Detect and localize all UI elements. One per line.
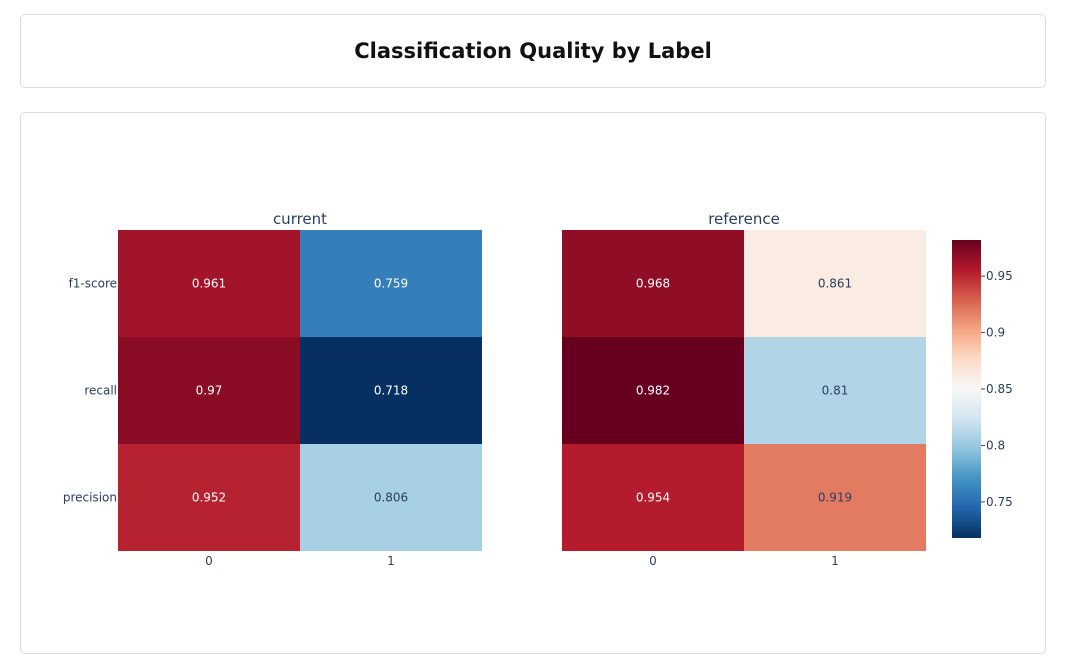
heatmap-cell-current-recall-1 [300, 337, 482, 444]
heatmap-cell-current-f1-score-0 [118, 230, 300, 337]
colorbar-tick-0.85: 0.85 [986, 382, 1013, 396]
cell-value-reference-recall-1: 0.81 [822, 384, 849, 398]
cell-value-current-f1-score-0: 0.961 [192, 277, 226, 291]
x-tick-reference-0: 0 [649, 554, 657, 568]
colorbar-tick-0.8: 0.8 [986, 438, 1005, 452]
heatmap-cell-reference-f1-score-0 [562, 230, 744, 337]
heatmap-cell-current-precision-1 [300, 444, 482, 551]
colorbar-tick-0.75: 0.75 [986, 495, 1013, 509]
x-tick-reference-1: 1 [831, 554, 839, 568]
colorbar-tick-0.95: 0.95 [986, 269, 1013, 283]
colorbar [952, 240, 981, 538]
cell-value-reference-f1-score-1: 0.861 [818, 277, 852, 291]
heatmap-cell-current-precision-0 [118, 444, 300, 551]
heatmap-cell-reference-precision-1 [744, 444, 926, 551]
heatmap-chart: current 0.961 0.759 0.97 0.718 0.952 0.806 0 1 re… [63, 210, 1013, 568]
chart-card: current 0.961 0.759 0.97 0.718 0.952 0.806 0 1 re… [20, 112, 1046, 654]
cell-value-current-precision-0: 0.952 [192, 491, 226, 505]
cell-value-current-f1-score-1: 0.759 [374, 277, 408, 291]
heatmap-cell-reference-f1-score-1 [744, 230, 926, 337]
page-title: Classification Quality by Label [354, 39, 712, 63]
subplot-title-reference: reference [708, 210, 780, 228]
y-tick-precision: precision [63, 491, 117, 505]
cell-value-current-recall-1: 0.718 [374, 384, 408, 398]
cell-value-current-precision-1: 0.806 [374, 491, 408, 505]
heatmap-cell-current-f1-score-1 [300, 230, 482, 337]
cell-value-current-recall-0: 0.97 [196, 384, 223, 398]
heatmap-cell-reference-precision-0 [562, 444, 744, 551]
cell-value-reference-precision-0: 0.954 [636, 491, 670, 505]
heatmap-cell-reference-recall-1 [744, 337, 926, 444]
x-tick-current-0: 0 [205, 554, 213, 568]
colorbar-tick-0.9: 0.9 [986, 326, 1005, 340]
cell-value-reference-precision-1: 0.919 [818, 491, 852, 505]
y-tick-f1-score: f1-score [69, 277, 117, 291]
y-tick-recall: recall [84, 384, 117, 398]
subplot-title-current: current [273, 210, 327, 228]
title-card: Classification Quality by Label [20, 14, 1046, 88]
heatmap-cell-reference-recall-0 [562, 337, 744, 444]
cell-value-reference-recall-0: 0.982 [636, 384, 670, 398]
heatmap-cell-current-recall-0 [118, 337, 300, 444]
x-tick-current-1: 1 [387, 554, 395, 568]
cell-value-reference-f1-score-0: 0.968 [636, 277, 670, 291]
